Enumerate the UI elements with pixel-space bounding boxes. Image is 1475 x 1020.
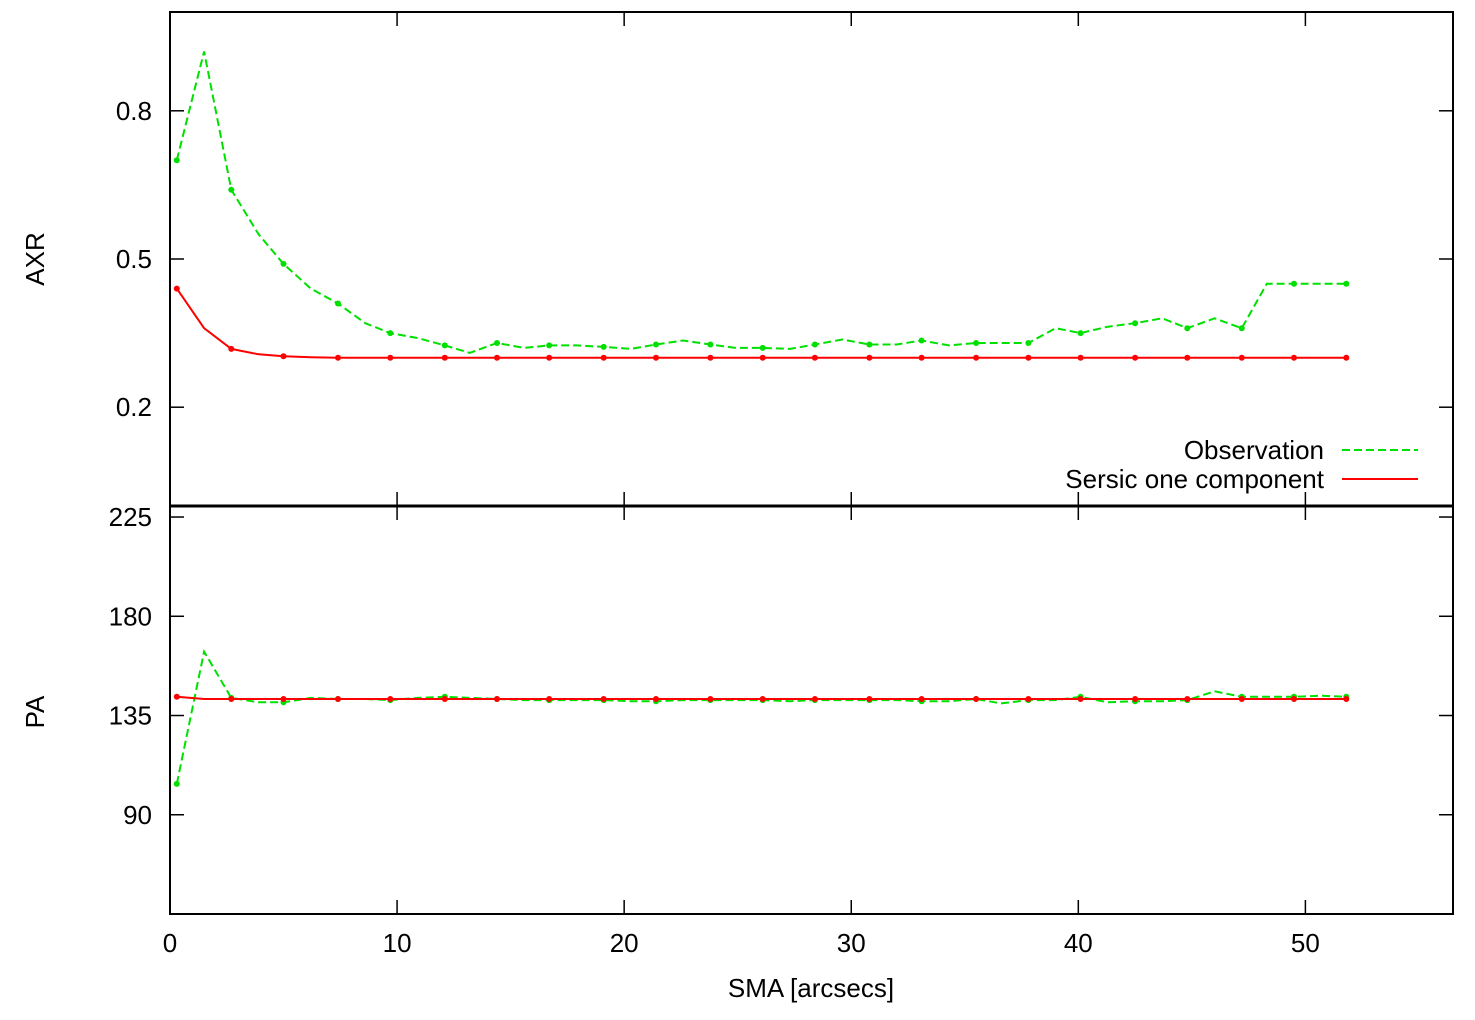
top-data-point-sersic (1238, 354, 1245, 361)
bottom-data-point-sersic (1238, 696, 1245, 702)
bottom-data-point-sersic (494, 696, 500, 702)
top-data-point-observation (600, 343, 607, 350)
bottom-data-point-sersic (546, 696, 553, 702)
top-series-line-observation (175, 51, 1347, 354)
top-data-point-sersic (653, 354, 659, 361)
top-data-point-sersic (494, 354, 500, 361)
bottom-data-point-sersic (918, 696, 925, 702)
top-series-group (173, 51, 1350, 361)
top-data-point-observation (1291, 280, 1297, 287)
legend-label-sersic: Sersic one component (1065, 464, 1324, 494)
legend-label-observation: Observation (1184, 435, 1324, 465)
top-data-point-observation (866, 341, 873, 348)
top-data-point-sersic (441, 354, 448, 361)
top-data-point-sersic (1291, 354, 1297, 361)
top-data-point-observation (1238, 325, 1245, 332)
top-data-point-sersic (1025, 354, 1032, 361)
top-data-point-observation (811, 341, 818, 348)
bottom-data-point-sersic (441, 696, 448, 702)
bottom-data-point-sersic (759, 696, 766, 702)
top-data-point-observation (280, 260, 287, 267)
bottom-data-point-sersic (653, 696, 659, 702)
top-ytick-label: 0.5 (116, 244, 152, 274)
top-data-point-sersic (173, 285, 180, 292)
bottom-ytick-label: 180 (109, 601, 152, 631)
bottom-data-point-sersic (1184, 696, 1191, 702)
bottom-data-point-sersic (335, 696, 341, 702)
bottom-ytick-label: 225 (109, 502, 152, 532)
xlabel: SMA [arcsecs] (728, 973, 894, 1003)
top-data-point-observation (1184, 325, 1191, 332)
xtick-label: 30 (837, 928, 866, 958)
top-data-point-sersic (866, 354, 873, 361)
bottom-data-point-sersic (1343, 696, 1350, 702)
top-data-point-observation (1025, 340, 1032, 346)
bottom-data-point-sersic (1132, 696, 1139, 702)
top-data-point-observation (918, 337, 925, 344)
top-data-point-observation (441, 342, 448, 349)
top-data-point-sersic (1077, 354, 1084, 361)
top-data-point-observation (335, 300, 341, 307)
bottom-data-point-sersic (811, 696, 818, 702)
top-data-point-observation (387, 330, 394, 337)
xtick-label: 20 (610, 928, 639, 958)
top-axis-ticks: 0.2 0.5 0.8 (116, 12, 1453, 506)
top-data-point-sersic (600, 354, 607, 361)
bottom-data-point-sersic (173, 693, 180, 700)
top-data-point-sersic (1343, 354, 1350, 361)
bottom-data-point-observation (173, 780, 180, 787)
top-data-point-sersic (280, 353, 287, 360)
top-data-point-sersic (707, 354, 714, 361)
xtick-label: 10 (383, 928, 412, 958)
top-data-point-observation (228, 186, 235, 193)
bottom-data-point-sersic (228, 696, 235, 702)
top-data-point-observation (494, 340, 500, 346)
bottom-data-point-sersic (866, 696, 873, 702)
bottom-data-point-sersic (1077, 696, 1084, 702)
bottom-data-point-sersic (973, 696, 980, 702)
top-data-point-sersic (1132, 354, 1139, 361)
bottom-data-point-sersic (387, 696, 394, 702)
bottom-ytick-label: 135 (109, 701, 152, 731)
bottom-data-point-sersic (1291, 696, 1297, 702)
top-data-point-observation (1343, 280, 1350, 287)
top-data-point-sersic (335, 354, 341, 361)
top-data-point-sersic (973, 354, 980, 361)
top-data-point-observation (653, 341, 659, 348)
top-data-point-observation (546, 342, 553, 349)
top-data-point-sersic (918, 354, 925, 361)
top-data-point-sersic (1184, 354, 1191, 361)
xtick-label: 40 (1064, 928, 1093, 958)
top-data-point-sersic (228, 345, 235, 352)
top-data-point-sersic (387, 354, 394, 361)
top-data-point-observation (173, 157, 180, 164)
bottom-ytick-label: 90 (123, 800, 152, 830)
legend: Observation Sersic one component (1065, 435, 1418, 494)
bottom-data-point-sersic (600, 696, 607, 702)
top-data-point-sersic (546, 354, 553, 361)
top-data-point-sersic (759, 354, 766, 361)
top-ytick-label: 0.8 (116, 96, 152, 126)
bottom-data-point-sersic (1025, 696, 1032, 702)
top-data-point-observation (1077, 330, 1084, 337)
bottom-data-point-sersic (707, 696, 714, 702)
top-ytick-label: 0.2 (116, 392, 152, 422)
bottom-ylabel: PA (20, 695, 50, 728)
bottom-axis-ticks: 90 135 180 225 0 10 20 30 40 50 (109, 502, 1453, 958)
bottom-data-point-sersic (280, 696, 287, 702)
top-data-point-observation (759, 344, 766, 351)
top-data-point-sersic (811, 354, 818, 361)
xtick-label: 50 (1291, 928, 1320, 958)
xtick-label: 0 (163, 928, 177, 958)
top-ylabel: AXR (20, 232, 50, 285)
bottom-series-group (173, 648, 1350, 787)
top-data-point-observation (973, 340, 980, 346)
top-data-point-observation (707, 341, 714, 348)
top-data-point-observation (1132, 320, 1139, 327)
